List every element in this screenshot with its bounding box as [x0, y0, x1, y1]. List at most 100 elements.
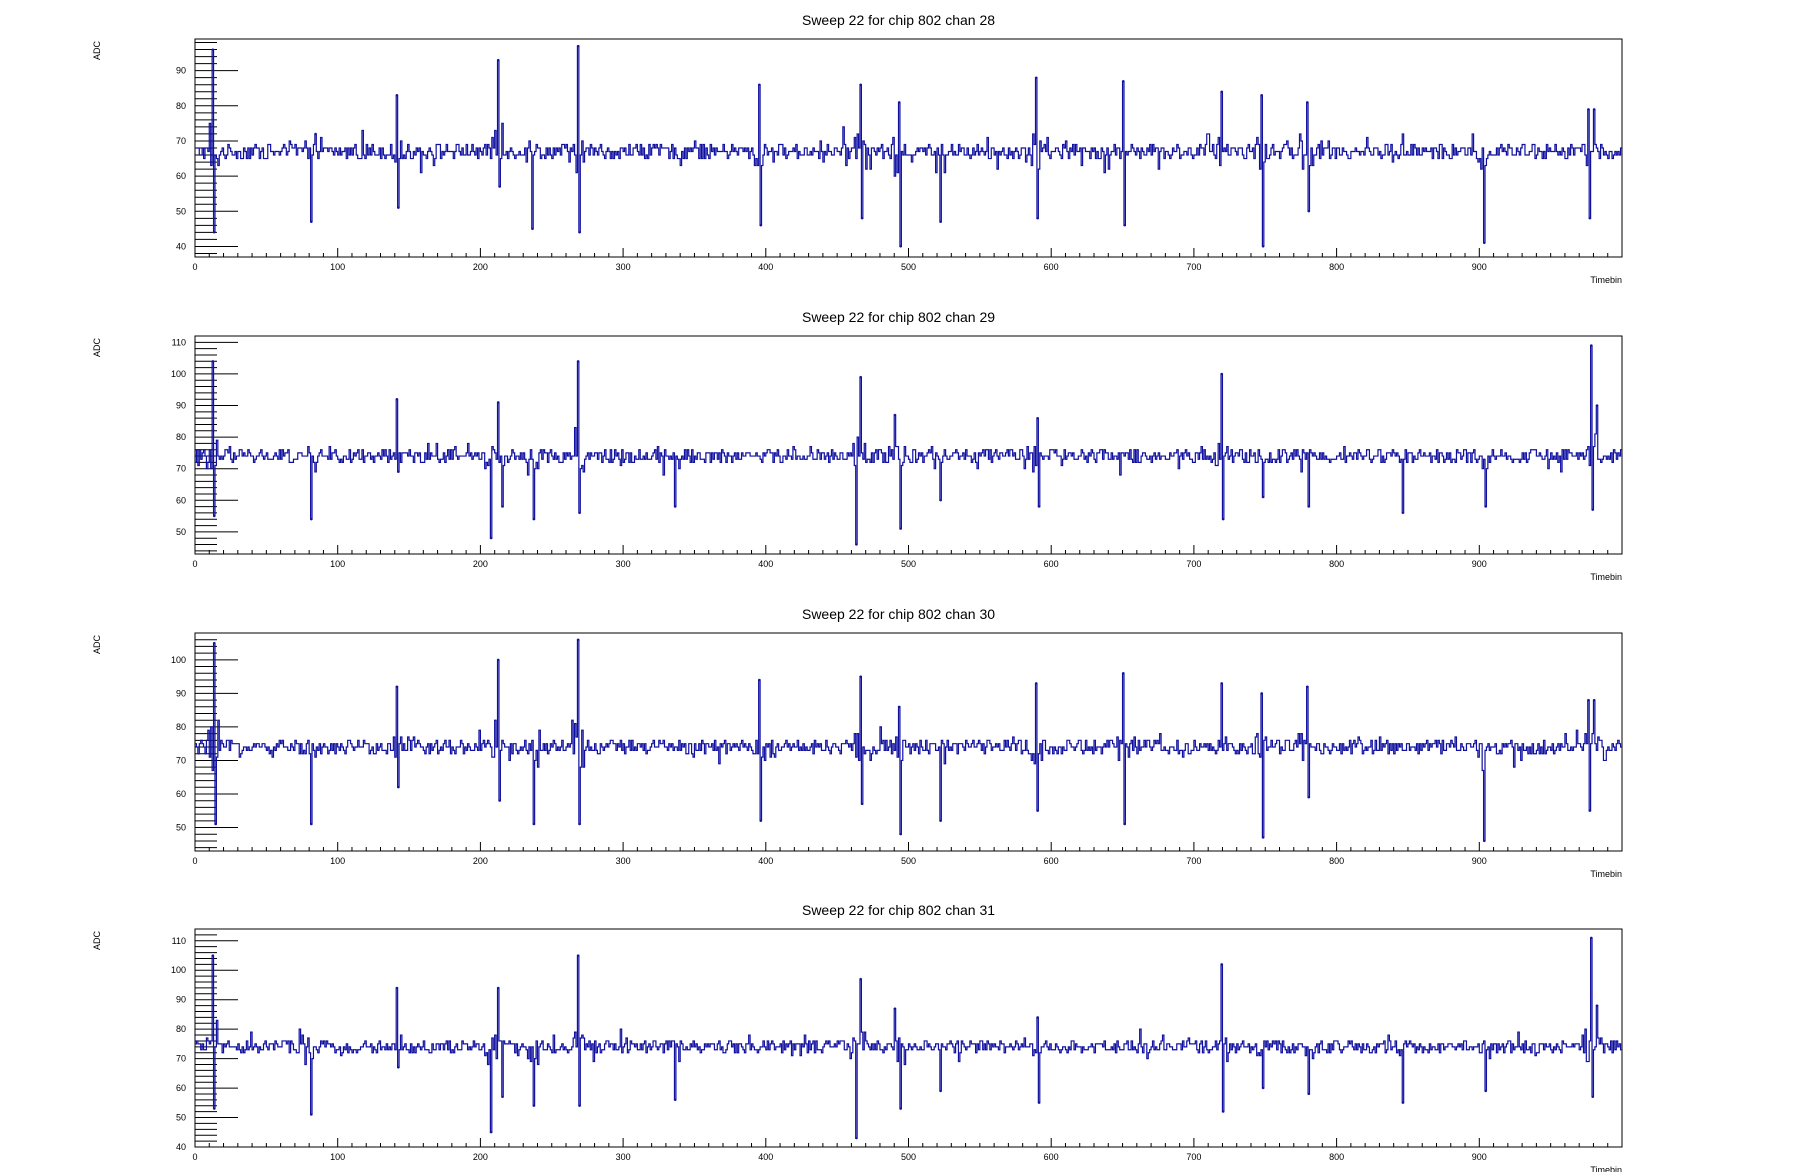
spike-point: [939, 1089, 942, 1093]
x-tick-label: 700: [1186, 856, 1201, 866]
y-tick-label: 80: [176, 1024, 186, 1034]
x-axis-label: Timebin: [1590, 275, 1622, 285]
spike-point: [531, 227, 534, 231]
x-tick-label: 100: [330, 856, 345, 866]
spike-point: [1220, 90, 1223, 93]
spike-point: [489, 1131, 493, 1134]
spike-point: [578, 231, 581, 234]
spike-point: [1588, 809, 1592, 812]
y-tick-label: 100: [171, 965, 186, 975]
spike-point: [1122, 79, 1125, 83]
spike-point: [898, 705, 901, 708]
x-tick-label: 200: [473, 262, 488, 272]
spike-point: [498, 799, 501, 802]
spike-point: [397, 786, 400, 789]
y-tick-label: 60: [176, 495, 186, 505]
spike-point: [1037, 1101, 1041, 1105]
spike-point: [1123, 822, 1126, 826]
x-tick-label: 0: [192, 559, 197, 569]
x-tick-label: 800: [1329, 559, 1344, 569]
spike-point: [1221, 1110, 1225, 1113]
spike-point: [893, 413, 897, 417]
spike-point: [1592, 698, 1596, 702]
spike-point: [1035, 76, 1038, 79]
spike-point: [497, 401, 500, 404]
spike-point: [899, 527, 902, 530]
x-tick-label: 600: [1044, 1152, 1059, 1162]
y-tick-label: 60: [176, 1083, 186, 1093]
spike-point: [939, 220, 942, 224]
x-tick-label: 500: [901, 262, 916, 272]
spike-point: [310, 518, 313, 521]
chart-panel-2: Sweep 22 for chip 802 chan 30 ADC Timebin 0…: [92, 606, 1623, 879]
x-tick-label: 400: [758, 559, 773, 569]
spike-point: [1587, 698, 1590, 702]
spike-point: [1595, 404, 1599, 407]
spike-point: [578, 1104, 581, 1107]
spike-point: [1587, 108, 1590, 111]
spike-point: [899, 245, 902, 248]
plot-frame: [194, 632, 1623, 852]
spike-point: [497, 986, 500, 990]
x-tick-label: 900: [1472, 262, 1487, 272]
spike-point: [1591, 508, 1594, 511]
spike-point: [501, 505, 504, 508]
spike-point: [860, 217, 864, 220]
spike-point: [395, 94, 399, 97]
spike-point: [1401, 511, 1405, 515]
spike-point: [860, 802, 864, 806]
y-tick-label: 70: [176, 1054, 186, 1064]
spike-point: [1307, 505, 1310, 508]
spike-point: [859, 675, 862, 678]
spike-point: [1483, 839, 1486, 843]
x-tick-label: 400: [758, 262, 773, 272]
spike-point: [1307, 1092, 1310, 1096]
spike-point: [1036, 1016, 1039, 1019]
x-tick-label: 200: [473, 856, 488, 866]
x-axis-label: Timebin: [1590, 572, 1622, 582]
spike-point: [314, 132, 317, 136]
spike-point: [213, 514, 216, 518]
x-tick-label: 600: [1044, 856, 1059, 866]
spike-point: [1306, 101, 1309, 104]
spike-point: [1591, 1095, 1594, 1099]
spike-point: [855, 1136, 858, 1140]
y-tick-label: 50: [176, 1113, 186, 1123]
y-tick-label: 70: [176, 755, 186, 765]
spike-point: [1122, 672, 1125, 675]
x-tick-label: 900: [1472, 1152, 1487, 1162]
x-tick-label: 900: [1472, 559, 1487, 569]
x-tick-label: 400: [758, 1152, 773, 1162]
spike-point: [759, 224, 763, 227]
spike-point: [898, 101, 901, 104]
spike-point: [859, 977, 862, 981]
spike-point: [397, 470, 400, 474]
x-tick-label: 0: [192, 262, 197, 272]
adc-trace-line: [195, 45, 1622, 248]
adc-trace-line: [195, 344, 1622, 546]
spike-point: [1595, 1004, 1599, 1007]
spike-point: [497, 658, 500, 662]
spike-point: [1220, 963, 1223, 966]
x-tick-label: 400: [758, 856, 773, 866]
y-tick-label: 110: [172, 936, 186, 946]
spike-point: [1260, 692, 1263, 695]
spike-point: [893, 1007, 897, 1010]
spike-point: [1307, 210, 1310, 213]
spike-point: [899, 1107, 902, 1110]
spike-point: [497, 58, 500, 62]
spike-point: [395, 986, 399, 990]
y-axis-label: ADC: [92, 931, 102, 951]
x-tick-label: 500: [901, 559, 916, 569]
spike-point: [532, 822, 536, 826]
spike-point: [310, 822, 313, 826]
spike-point: [1036, 416, 1039, 420]
spike-point: [1307, 796, 1310, 799]
spike-point: [213, 641, 216, 645]
spike-point: [578, 822, 581, 826]
plot-frame: [194, 928, 1623, 1148]
y-axis-label: ADC: [92, 338, 102, 358]
spike-point: [1261, 495, 1265, 499]
y-tick-label: 90: [176, 688, 186, 698]
